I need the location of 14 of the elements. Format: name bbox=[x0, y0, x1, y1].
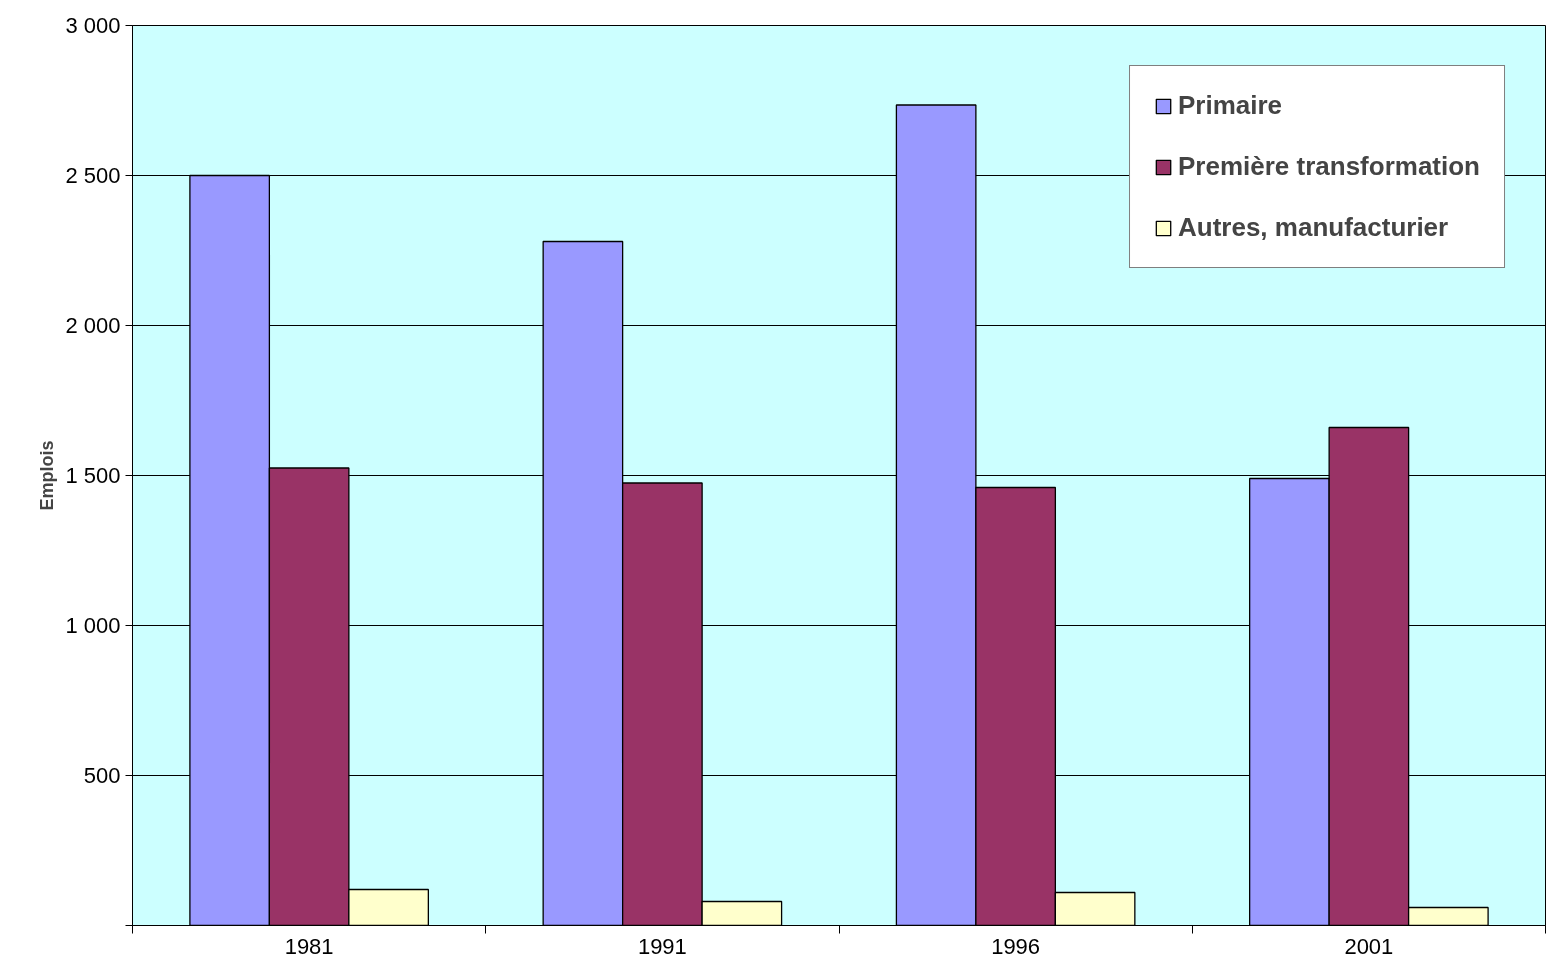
x-tick-label: 2001 bbox=[1344, 933, 1394, 959]
y-axis-title: Emplois bbox=[37, 440, 58, 511]
y-tick-label: 500 bbox=[83, 763, 121, 788]
y-tick-label: 2 500 bbox=[65, 163, 121, 188]
x-tick-label: 1981 bbox=[284, 933, 334, 959]
legend-label: Autres, manufacturier bbox=[1178, 212, 1449, 243]
y-tick-label: 1 000 bbox=[65, 613, 121, 638]
legend-label: Première transformation bbox=[1178, 151, 1480, 182]
legend-label: Primaire bbox=[1178, 90, 1283, 121]
x-tick-label: 1996 bbox=[991, 933, 1041, 959]
y-tick-label: 1 500 bbox=[65, 463, 121, 488]
y-tick-label: 2 000 bbox=[65, 313, 121, 338]
y-tick-label: 3 000 bbox=[65, 13, 121, 38]
x-tick-label: 1991 bbox=[637, 933, 687, 959]
